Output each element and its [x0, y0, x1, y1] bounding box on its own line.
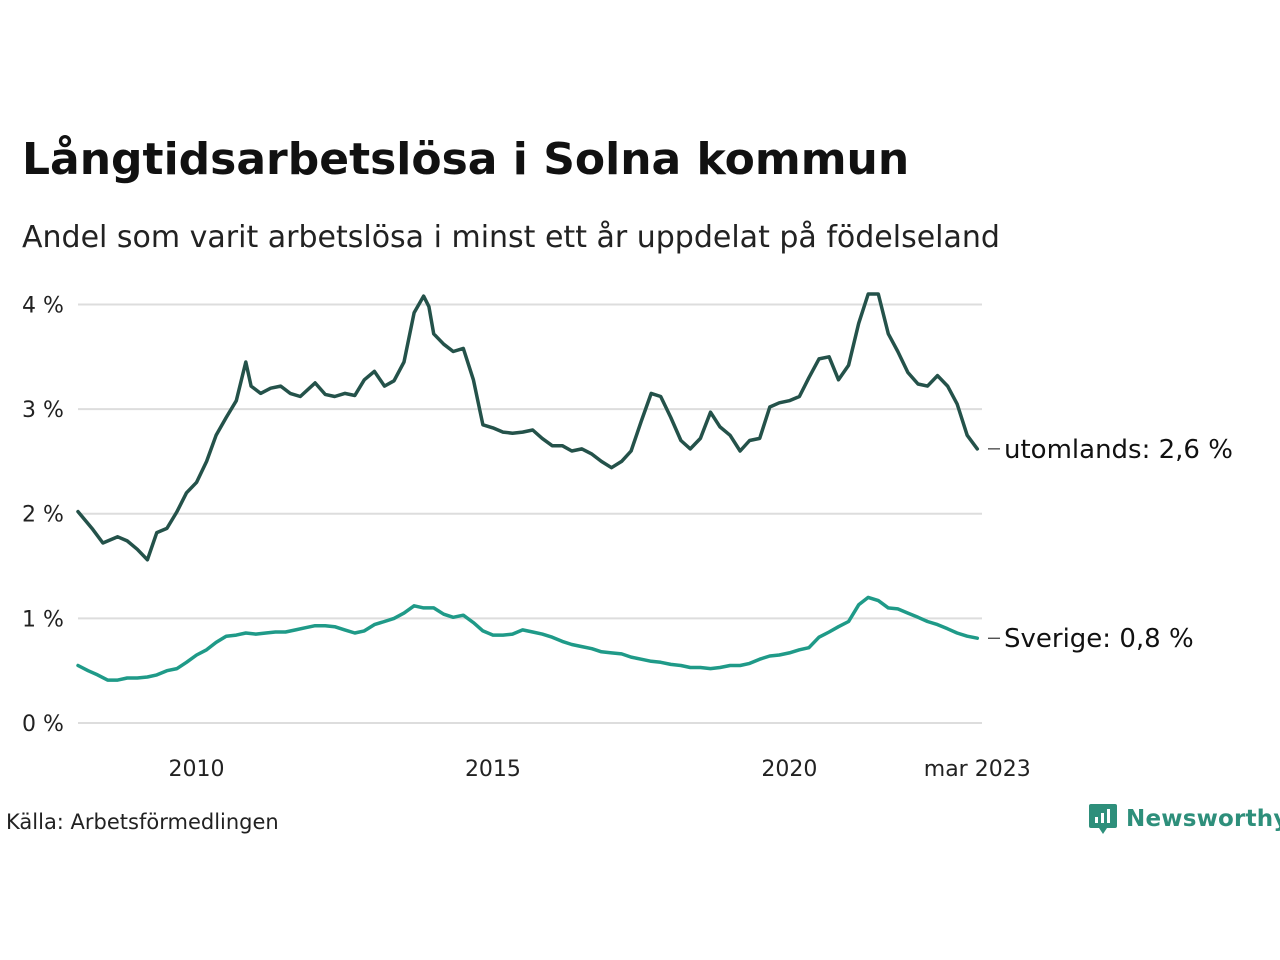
y-tick-label: 2 % [22, 503, 64, 528]
chart-subtitle: Andel som varit arbetslösa i minst ett å… [22, 220, 1000, 255]
chart-title: Långtidsarbetslösa i Solna kommun [22, 134, 910, 185]
y-tick-label: 1 % [22, 607, 64, 632]
y-tick-label: 3 % [22, 398, 64, 423]
x-tick-label: 2015 [465, 757, 521, 782]
brand-name: Newsworthy [1126, 806, 1280, 832]
series-line-utomlands [76, 292, 980, 562]
y-tick-label: 0 % [22, 712, 64, 737]
x-tick-label: mar 2023 [924, 757, 1031, 782]
y-tick-label: 4 % [22, 293, 64, 318]
series-line-sverige [76, 595, 980, 682]
x-tick-label: 2010 [169, 757, 225, 782]
source-note: Källa: Arbetsförmedlingen [6, 810, 279, 834]
brand-logo: Newsworthy [1088, 802, 1280, 836]
x-tick-label: 2020 [761, 757, 817, 782]
series-end-label: Sverige: 0,8 % [1004, 624, 1194, 654]
newsworthy-logo-icon [1089, 804, 1117, 834]
series-end-label: utomlands: 2,6 % [1004, 435, 1233, 465]
